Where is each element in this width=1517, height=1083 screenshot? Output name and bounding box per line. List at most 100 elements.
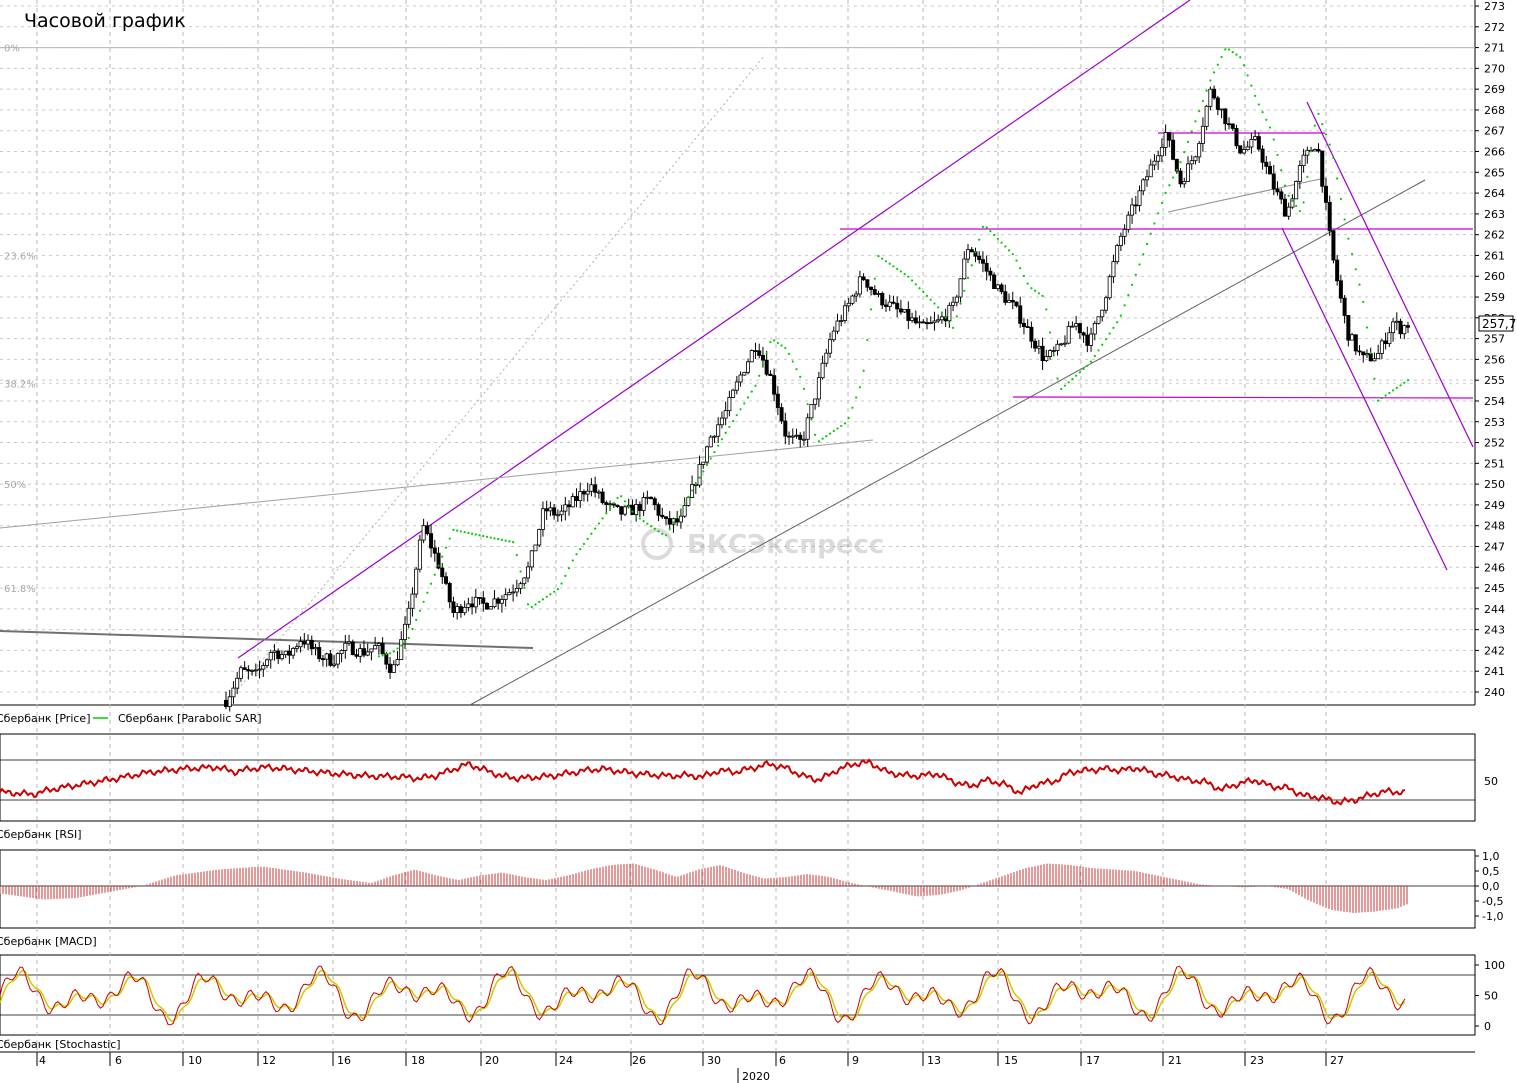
candle-body xyxy=(1096,316,1101,324)
sar-dot xyxy=(631,510,634,513)
candle-body xyxy=(485,602,490,610)
price-tick-label: 273 xyxy=(1484,0,1505,13)
sar-dot xyxy=(773,339,776,342)
sar-dot xyxy=(1365,326,1369,329)
candle-body xyxy=(846,302,851,307)
sar-dot xyxy=(1022,274,1026,278)
candle-body xyxy=(350,641,355,656)
sar-dot xyxy=(385,653,388,656)
candle-body xyxy=(1227,123,1232,126)
candle-body xyxy=(1018,305,1023,324)
candle-body xyxy=(660,514,665,518)
price-axis: 240 241 242 243 244 245 246 247 248 249 250 251 252 2… xyxy=(1475,0,1505,699)
sar-dot xyxy=(441,555,444,558)
sar-dot xyxy=(914,283,917,286)
sar-dot xyxy=(769,340,772,344)
macd-panel: 1,0 0,5 0,0 -0,5 -1,0 Сбербанк [MACD] xyxy=(0,850,1503,948)
macd-tick-label: -0,5 xyxy=(1482,895,1503,908)
sar-dot xyxy=(732,419,735,423)
candle-body xyxy=(384,653,389,665)
sar-dot xyxy=(978,238,981,241)
sar-dot xyxy=(1194,120,1197,123)
sar-dot xyxy=(1198,110,1201,113)
candle-body xyxy=(992,274,997,289)
channel-lower-line xyxy=(469,179,1426,706)
rsi-tick-50: 50 xyxy=(1484,775,1498,788)
candle-body xyxy=(1294,180,1299,200)
candle-body xyxy=(1085,334,1090,346)
candle-body xyxy=(1163,132,1168,148)
candle-body xyxy=(242,667,247,670)
sar-dot xyxy=(873,277,876,280)
sar-dot xyxy=(1063,384,1067,387)
x-tick-label: 6 xyxy=(779,1054,786,1067)
candle-body xyxy=(1338,280,1343,299)
legend-price: Сбербанк [Price] xyxy=(0,712,91,725)
sar-dot xyxy=(802,387,806,390)
sar-dot xyxy=(437,564,440,567)
sar-dot xyxy=(1268,126,1272,129)
candle-body xyxy=(954,296,959,303)
candle-body xyxy=(1391,321,1396,334)
sar-dot xyxy=(381,654,384,657)
candle-body xyxy=(749,350,754,363)
candle-body xyxy=(831,330,836,341)
candle-body xyxy=(276,650,281,660)
candle-body xyxy=(250,669,255,672)
sar-dot xyxy=(1190,130,1193,133)
candle-body xyxy=(820,362,825,379)
sar-dot xyxy=(709,457,712,460)
sar-dot xyxy=(1246,74,1249,77)
sar-dot xyxy=(858,386,861,389)
x-tick-label: 15 xyxy=(1004,1054,1018,1067)
candle-body xyxy=(958,278,963,298)
sar-dot xyxy=(918,287,921,290)
candle-body xyxy=(1204,105,1209,127)
candle-body xyxy=(1182,181,1187,185)
sar-dot xyxy=(1295,204,1298,208)
sar-dot xyxy=(694,482,697,486)
sar-dot xyxy=(1052,354,1055,357)
candle-body xyxy=(962,258,967,280)
candle-body xyxy=(697,464,702,486)
candle-body xyxy=(1152,160,1157,166)
candle-body xyxy=(1036,345,1041,349)
candle-body xyxy=(1387,332,1392,345)
candle-body xyxy=(850,295,855,304)
candle-body xyxy=(1007,300,1012,303)
price-tick-label: 256 xyxy=(1484,353,1505,366)
sar-dot xyxy=(1097,349,1100,352)
candle-body xyxy=(1003,291,1008,303)
sar-dot xyxy=(538,600,541,603)
candle-body xyxy=(1048,350,1053,357)
sar-dot xyxy=(1134,273,1137,276)
sar-dot xyxy=(1112,326,1115,329)
last-price-marker: 257,7 xyxy=(1478,315,1516,332)
x-tick-label: 23 xyxy=(1250,1054,1264,1067)
candle-body xyxy=(291,648,296,656)
sar-dot xyxy=(690,489,694,492)
macd-tick-label: 0,5 xyxy=(1482,865,1500,878)
sar-dot xyxy=(847,416,850,420)
candle-body xyxy=(835,320,840,332)
sar-dot xyxy=(582,542,586,546)
candle-body xyxy=(265,659,270,666)
sar-dot xyxy=(1324,133,1328,136)
candle-body xyxy=(1223,108,1228,125)
sar-dot xyxy=(1175,168,1178,171)
fib-level-label: 0% xyxy=(4,44,20,55)
price-tick-label: 269 xyxy=(1484,83,1505,96)
sar-dot xyxy=(459,530,463,533)
candle-body xyxy=(574,496,579,501)
sar-dot xyxy=(1060,387,1063,391)
sar-dot xyxy=(452,528,455,531)
candle-body xyxy=(794,434,799,437)
downtrend-lower xyxy=(1281,227,1448,571)
chart-title: Часовой график xyxy=(24,10,186,32)
candle-body xyxy=(1305,149,1310,156)
sar-dot xyxy=(1015,259,1018,262)
sar-dot xyxy=(944,316,947,319)
candle-body xyxy=(1029,326,1034,342)
sar-dot xyxy=(1149,232,1152,235)
